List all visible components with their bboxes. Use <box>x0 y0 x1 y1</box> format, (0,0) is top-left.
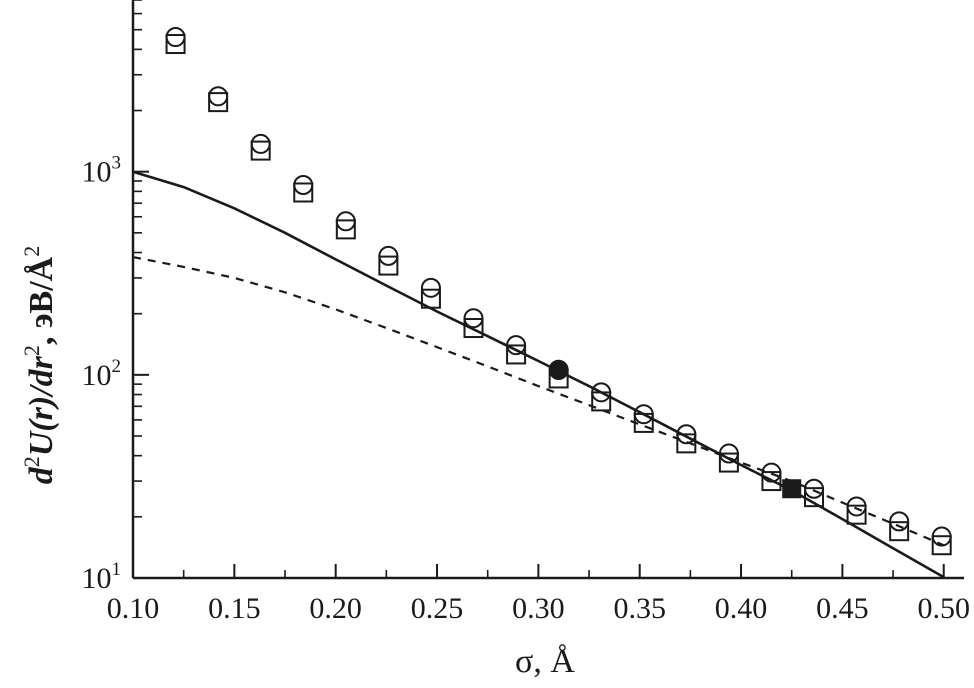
open-square-point <box>250 140 271 161</box>
y-tick-label-exponent: 2 <box>112 356 122 377</box>
open-circle-point <box>208 86 229 107</box>
filled-circle-point <box>549 361 569 381</box>
open-square-point <box>506 344 527 365</box>
open-circle-point <box>250 133 271 154</box>
dashed-curve <box>132 256 945 547</box>
x-tick-label: 0.30 <box>512 592 565 625</box>
y-tick-label-base: 10 <box>82 562 112 595</box>
y-axis-label-part: 2 <box>19 456 44 467</box>
axis-ticks <box>132 0 945 579</box>
open-square-point <box>846 504 867 525</box>
y-tick-label-base: 10 <box>82 359 112 392</box>
plot-frame <box>131 0 964 580</box>
open-square-point <box>293 182 314 203</box>
y-tick-label-exponent: 3 <box>112 153 122 174</box>
solid-curve <box>132 170 945 579</box>
open-square-point <box>633 412 654 433</box>
x-tick-label: 0.20 <box>309 592 362 625</box>
y-tick-label-base: 10 <box>82 156 112 189</box>
x-tick-label: 0.50 <box>917 592 970 625</box>
x-tick-label: 0.25 <box>411 592 464 625</box>
y-axis-label-part: U(r)/dr <box>23 355 60 456</box>
tick-labels: 0.10 0.15 0.20 0.25 0.30 0.35 0.40 0.45 0.501011… <box>82 153 970 625</box>
open-circle-point <box>293 174 314 195</box>
open-square-point <box>761 471 782 492</box>
open-square-point <box>889 521 910 542</box>
y-tick-label: 103 <box>82 153 122 189</box>
y-tick-label-exponent: 1 <box>112 559 122 580</box>
open-square-point <box>591 391 612 412</box>
y-axis-label-part: d <box>23 466 60 484</box>
series-layer <box>132 27 952 579</box>
x-tick-label: 0.40 <box>715 592 768 625</box>
y-axis-label-part: 2 <box>19 345 44 356</box>
y-axis-label-part: , эВ/Å <box>23 256 60 345</box>
open-square-point <box>165 34 186 55</box>
y-tick-label: 102 <box>82 356 122 392</box>
open-square-point <box>208 92 229 113</box>
open-square-point <box>676 433 697 454</box>
x-tick-label: 0.35 <box>613 592 666 625</box>
y-tick-label: 101 <box>82 559 122 595</box>
x-tick-label: 0.15 <box>208 592 261 625</box>
y-axis-label: d2U(r)/dr2, эВ/Å2 <box>19 246 60 484</box>
open-square-point <box>420 288 441 309</box>
open-square-point <box>378 255 399 276</box>
open-circle-point <box>165 27 186 48</box>
open-square-point <box>335 219 356 240</box>
y-axis-label-part: 2 <box>19 246 44 257</box>
open-square-point <box>718 452 739 473</box>
x-tick-label: 0.45 <box>816 592 869 625</box>
x-tick-label: 0.10 <box>107 592 160 625</box>
open-circle-point <box>420 277 441 298</box>
open-square-point <box>804 487 825 508</box>
open-square-point <box>463 318 484 339</box>
open-square-point <box>931 535 952 556</box>
filled-square-point <box>782 479 802 499</box>
x-axis-label: σ, Å <box>515 643 575 680</box>
